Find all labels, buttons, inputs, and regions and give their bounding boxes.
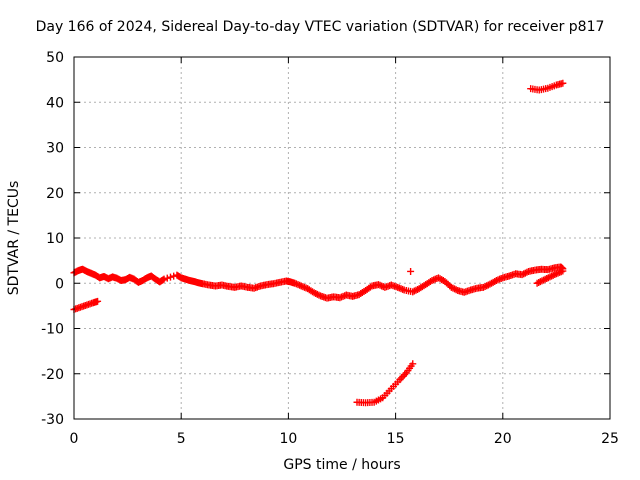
data-point [491, 277, 499, 285]
data-point [520, 270, 528, 278]
data-point [548, 272, 556, 280]
x-axis-label: GPS time / hours [283, 457, 401, 473]
data-points [70, 79, 567, 407]
data-point [544, 274, 552, 282]
data-point [543, 274, 551, 282]
y-tick-label: 20 [46, 186, 64, 202]
y-tick-label: 10 [46, 231, 64, 247]
y-tick-label: 0 [55, 276, 64, 292]
data-point [533, 279, 541, 287]
data-point [518, 271, 526, 279]
data-point [310, 289, 318, 297]
series-isolated-points [407, 267, 415, 275]
data-point [163, 274, 171, 282]
data-point [559, 79, 567, 87]
plot-frame [73, 56, 611, 420]
y-tick-label: 40 [46, 95, 64, 111]
y-tick-label: -20 [41, 367, 64, 383]
data-point [409, 288, 417, 296]
x-tick-label: 0 [70, 431, 79, 447]
data-point [412, 286, 420, 294]
data-point [410, 287, 418, 295]
data-point [546, 273, 554, 281]
data-point [480, 283, 488, 291]
data-point [540, 276, 548, 284]
data-point [401, 371, 409, 379]
data-point [451, 285, 459, 293]
data-point [483, 282, 491, 290]
data-point [449, 284, 457, 292]
data-point [312, 290, 320, 298]
data-point [160, 275, 168, 283]
data-point [407, 267, 415, 275]
x-tick-label: 10 [279, 431, 297, 447]
data-point [366, 283, 374, 291]
data-point [523, 268, 531, 276]
data-point [447, 283, 455, 291]
data-point [521, 269, 529, 277]
grid [74, 57, 610, 419]
data-point [452, 286, 460, 294]
chart-title: Day 166 of 2024, Sidereal Day-to-day VTE… [35, 19, 605, 35]
data-point [535, 278, 543, 286]
x-tick-label: 25 [601, 431, 619, 447]
x-tick-label: 20 [494, 431, 512, 447]
series-lower-left-segment [70, 297, 102, 313]
y-tick-label: -10 [41, 322, 64, 338]
data-point [549, 271, 557, 279]
data-point [538, 277, 546, 285]
data-point [94, 297, 102, 305]
y-tick-label: 50 [46, 50, 64, 66]
series-late-rising-segment [533, 267, 567, 287]
series-main-band [70, 263, 567, 302]
data-point [166, 273, 174, 281]
data-point [313, 290, 321, 298]
data-point [536, 278, 544, 286]
series-lower-descending-segment [353, 360, 417, 407]
series-upper-segment [527, 79, 567, 94]
data-point [551, 271, 559, 279]
data-point [481, 283, 489, 291]
axis-ticks: 0 5 10 15 20 25 -30 -20 -10 0 10 20 30 40 50 [41, 50, 619, 447]
data-point [397, 374, 405, 382]
y-tick-label: -30 [41, 412, 64, 428]
x-tick-label: 5 [177, 431, 186, 447]
x-tick-label: 15 [387, 431, 405, 447]
data-point [409, 360, 417, 368]
data-point [559, 267, 567, 275]
y-tick-label: 30 [46, 141, 64, 157]
data-point [541, 275, 549, 283]
data-point [315, 291, 323, 299]
